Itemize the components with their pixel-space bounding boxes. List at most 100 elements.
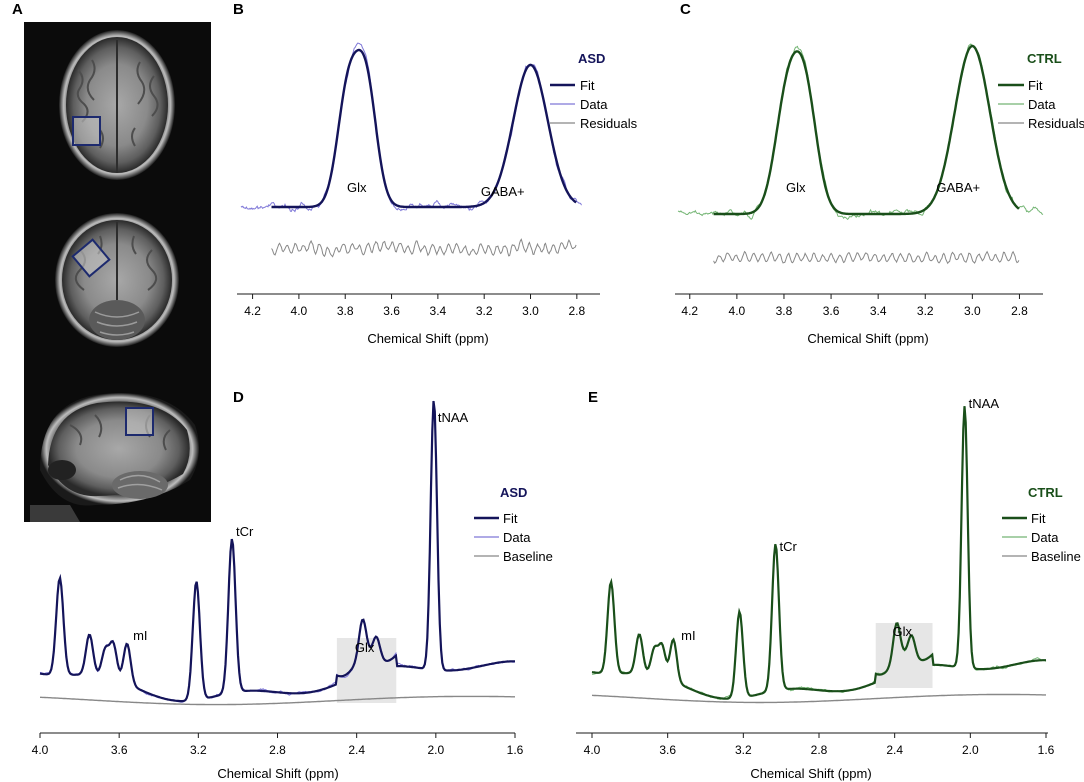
x-axis-ticks: 4.0 3.6 3.2 2.8 2.4 2.0 1.6 (584, 733, 1055, 757)
peak-label-glx: Glx (355, 640, 375, 655)
x-axis-title: Chemical Shift (ppm) (367, 331, 488, 346)
x-tick-label: 4.0 (32, 743, 49, 757)
peak-label-glx: Glx (892, 624, 912, 639)
x-tick-label: 3.6 (659, 743, 676, 757)
legend-item-data: Data (580, 97, 608, 112)
x-axis-ticks: 4.2 4.0 3.8 3.6 3.4 3.2 3.0 2.8 (681, 294, 1028, 318)
x-axis-title: Chemical Shift (ppm) (807, 331, 928, 346)
legend-item-fit: Fit (1028, 78, 1043, 93)
legend-item-residuals: Residuals (1028, 116, 1084, 131)
x-tick-label: 3.0 (522, 304, 539, 318)
legend: CTRL Fit Data Baseline (1002, 485, 1081, 564)
peak-label-tcr: tCr (779, 539, 797, 554)
voxel-box (72, 116, 101, 146)
legend-item-data: Data (1028, 97, 1056, 112)
x-tick-label: 4.0 (729, 304, 746, 318)
chart-panel-b: 4.2 4.0 3.8 3.6 3.4 3.2 3.0 2.8 Glx GABA+ Chemic… (237, 42, 638, 346)
peak-annotations: Glx GABA+ (786, 180, 980, 195)
x-tick-label: 3.2 (190, 743, 207, 757)
mri-coronal-image (55, 213, 179, 347)
x-tick-label: 3.6 (111, 743, 128, 757)
legend-item-data: Data (503, 530, 531, 545)
peak-label-tnaa: tNAA (438, 410, 469, 425)
fit-line (713, 44, 1020, 216)
baseline-line (40, 695, 515, 706)
legend-item-fit: Fit (1031, 511, 1046, 526)
residuals-line (713, 250, 1020, 265)
peak-label-tcr: tCr (236, 524, 254, 539)
panel-label-a: A (12, 1, 23, 18)
x-tick-label: 2.0 (962, 743, 979, 757)
glx-highlight-region (336, 638, 397, 703)
x-tick-label: 2.4 (348, 743, 365, 757)
fit-line (271, 48, 577, 209)
x-tick-label: 4.0 (291, 304, 308, 318)
residuals-line (271, 238, 577, 258)
legend-item-data: Data (1031, 530, 1059, 545)
x-tick-label: 3.8 (337, 304, 354, 318)
x-tick-label: 3.6 (823, 304, 840, 318)
voxel-box (71, 238, 111, 278)
legend-item-baseline: Baseline (503, 549, 553, 564)
legend-item-baseline: Baseline (1031, 549, 1081, 564)
x-tick-label: 4.2 (244, 304, 261, 318)
x-tick-label: 2.0 (427, 743, 444, 757)
fit-line (591, 406, 1046, 700)
legend-title: CTRL (1028, 485, 1063, 500)
legend-item-fit: Fit (503, 511, 518, 526)
data-line (677, 43, 1044, 220)
x-tick-label: 2.4 (886, 743, 903, 757)
x-tick-label: 1.6 (1038, 743, 1055, 757)
panel-label-b: B (233, 1, 244, 18)
legend: ASD Fit Data Baseline (474, 485, 553, 564)
panel-label-e: E (588, 389, 598, 406)
legend: CTRL Fit Data Residuals (998, 51, 1084, 131)
fit-line (39, 400, 515, 703)
x-tick-label: 2.8 (1011, 304, 1028, 318)
peak-annotations: Glx GABA+ (347, 180, 525, 199)
panel-a: A (12, 1, 211, 522)
x-tick-label: 3.4 (870, 304, 887, 318)
legend-title: ASD (578, 51, 605, 66)
x-tick-label: 2.8 (568, 304, 585, 318)
voxel-box (125, 407, 154, 436)
peak-annotations: tNAA tCr mI Glx (133, 410, 468, 655)
baseline-line (591, 693, 1046, 704)
x-tick-label: 3.8 (776, 304, 793, 318)
mri-axial-image (59, 30, 175, 180)
x-tick-label: 3.2 (735, 743, 752, 757)
peak-label-tnaa: tNAA (969, 396, 1000, 411)
glx-highlight-region (875, 623, 933, 688)
x-axis-ticks: 4.2 4.0 3.8 3.6 3.4 3.2 3.0 2.8 (244, 294, 586, 318)
legend-item-fit: Fit (580, 78, 595, 93)
peak-label-mi: mI (133, 628, 147, 643)
legend: ASD Fit Data Residuals (550, 51, 638, 131)
legend-title: CTRL (1027, 51, 1062, 66)
peak-label-mi: mI (681, 628, 695, 643)
panel-label-d: D (233, 389, 244, 406)
peak-label-gaba-plus: GABA+ (481, 184, 525, 199)
x-tick-label: 3.4 (430, 304, 447, 318)
peak-annotations: tNAA tCr mI Glx (681, 396, 999, 643)
data-line (240, 42, 582, 213)
x-tick-label: 3.2 (917, 304, 934, 318)
x-tick-label: 4.2 (681, 304, 698, 318)
x-axis-title: Chemical Shift (ppm) (750, 766, 871, 781)
x-tick-label: 3.2 (476, 304, 493, 318)
legend-item-residuals: Residuals (580, 116, 638, 131)
chart-panel-c: 4.2 4.0 3.8 3.6 3.4 3.2 3.0 2.8 Glx GABA+ Chemic… (675, 43, 1084, 346)
x-tick-label: 2.8 (811, 743, 828, 757)
x-axis-ticks: 4.0 3.6 3.2 2.8 2.4 2.0 1.6 (32, 733, 524, 757)
peak-label-gaba-plus: GABA+ (936, 180, 980, 195)
data-line (591, 406, 1047, 700)
x-tick-label: 3.6 (383, 304, 400, 318)
peak-label-glx: Glx (347, 180, 367, 195)
panel-label-c: C (680, 1, 691, 18)
x-tick-label: 3.0 (964, 304, 981, 318)
x-tick-label: 1.6 (507, 743, 524, 757)
mri-sagittal-image (30, 393, 199, 522)
legend-title: ASD (500, 485, 527, 500)
peak-label-glx: Glx (786, 180, 806, 195)
chart-panel-e: 4.0 3.6 3.2 2.8 2.4 2.0 1.6 tNAA tCr mI Glx Chemi… (576, 396, 1081, 781)
